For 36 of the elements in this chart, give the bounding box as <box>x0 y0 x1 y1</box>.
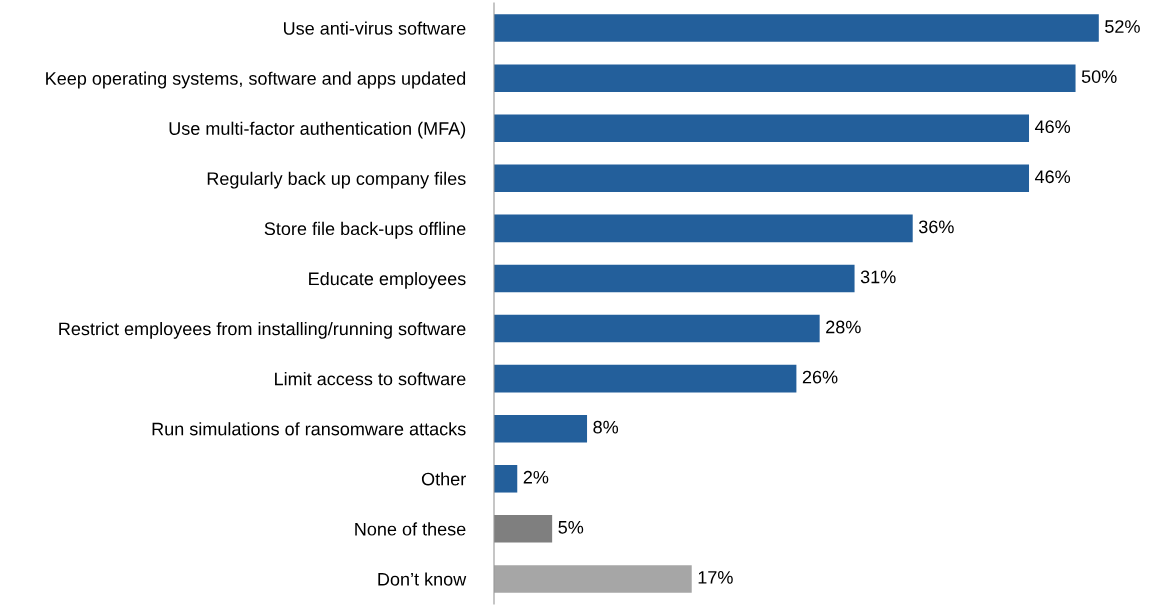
y-tick-label: Limit access to software <box>275 372 466 386</box>
data-label: 36% <box>918 220 954 234</box>
bar <box>494 414 588 443</box>
y-tick-label: Educate employees <box>309 271 466 289</box>
data-label: 17% <box>698 571 733 584</box>
y-tick-label: Use multi-factor authentication (MFA) <box>169 121 466 139</box>
bar <box>494 264 855 293</box>
bar <box>494 114 1030 142</box>
bar <box>494 515 553 543</box>
bar <box>494 565 692 593</box>
bar <box>494 164 1030 193</box>
y-tick-label: Regularly back up company files <box>207 171 466 189</box>
bar <box>494 14 1099 42</box>
y-tick-label: Run simulations of ransomware attacks <box>152 422 466 436</box>
data-label: 46% <box>1034 170 1071 184</box>
y-tick-label: None of these <box>355 522 466 536</box>
y-tick-label: Other <box>421 472 466 486</box>
bar <box>494 314 820 343</box>
data-label: 46% <box>1034 120 1071 134</box>
y-tick-label: Restrict employees from installing/running software <box>59 322 466 339</box>
bar <box>494 64 1076 92</box>
bar <box>494 364 797 393</box>
y-tick-label: Store file back-ups offline <box>264 221 466 239</box>
data-label: 26% <box>802 370 838 384</box>
bar <box>494 214 913 243</box>
y-tick-label: Keep operating systems, software and apps updated <box>46 71 466 89</box>
bar <box>494 465 518 493</box>
data-label: 28% <box>826 320 861 334</box>
y-tick-label: Don’t know <box>378 572 467 586</box>
data-label: 8% <box>593 420 619 434</box>
data-label: 52% <box>1105 20 1140 33</box>
data-label: 50% <box>1081 70 1117 83</box>
y-tick-label: Use anti-virus software <box>284 21 466 35</box>
data-label: 2% <box>523 470 549 484</box>
data-label: 31% <box>860 270 896 284</box>
data-label: 5% <box>558 520 584 534</box>
